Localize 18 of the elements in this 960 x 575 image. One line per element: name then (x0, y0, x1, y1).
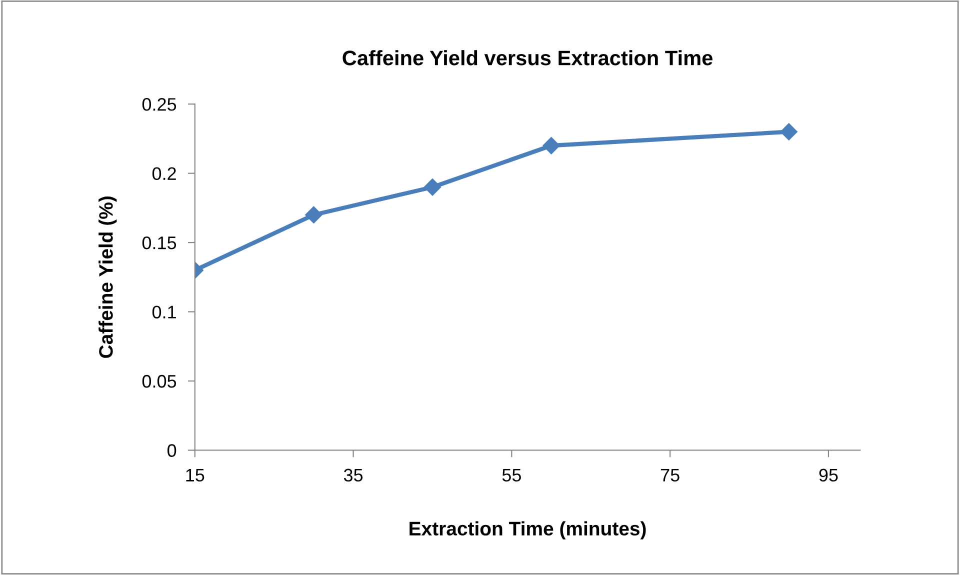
y-tick-label: 0.2 (152, 167, 176, 180)
y-tick-label: 0.05 (142, 374, 176, 388)
x-axis-title: Extraction Time (minutes) (410, 521, 646, 540)
y-axis-title: Caffeine Yield (%) (98, 196, 117, 358)
y-tick-label: 0.15 (142, 236, 176, 250)
y-tick-label: 0 (167, 444, 176, 457)
y-tick-label: 0.1 (152, 306, 176, 318)
y-tick-label: 0.25 (142, 98, 176, 111)
x-tick-label: 35 (344, 468, 363, 482)
x-tick-label: 95 (819, 468, 838, 482)
point (780, 123, 798, 140)
point (305, 206, 322, 224)
point (542, 137, 560, 154)
x-tick-label: 15 (186, 468, 204, 482)
chart-title: Caffeine Yield versus Extraction Time (342, 50, 712, 66)
x-tick-label: 75 (660, 468, 680, 482)
x-tick-label: 55 (502, 468, 521, 482)
point (424, 178, 442, 196)
